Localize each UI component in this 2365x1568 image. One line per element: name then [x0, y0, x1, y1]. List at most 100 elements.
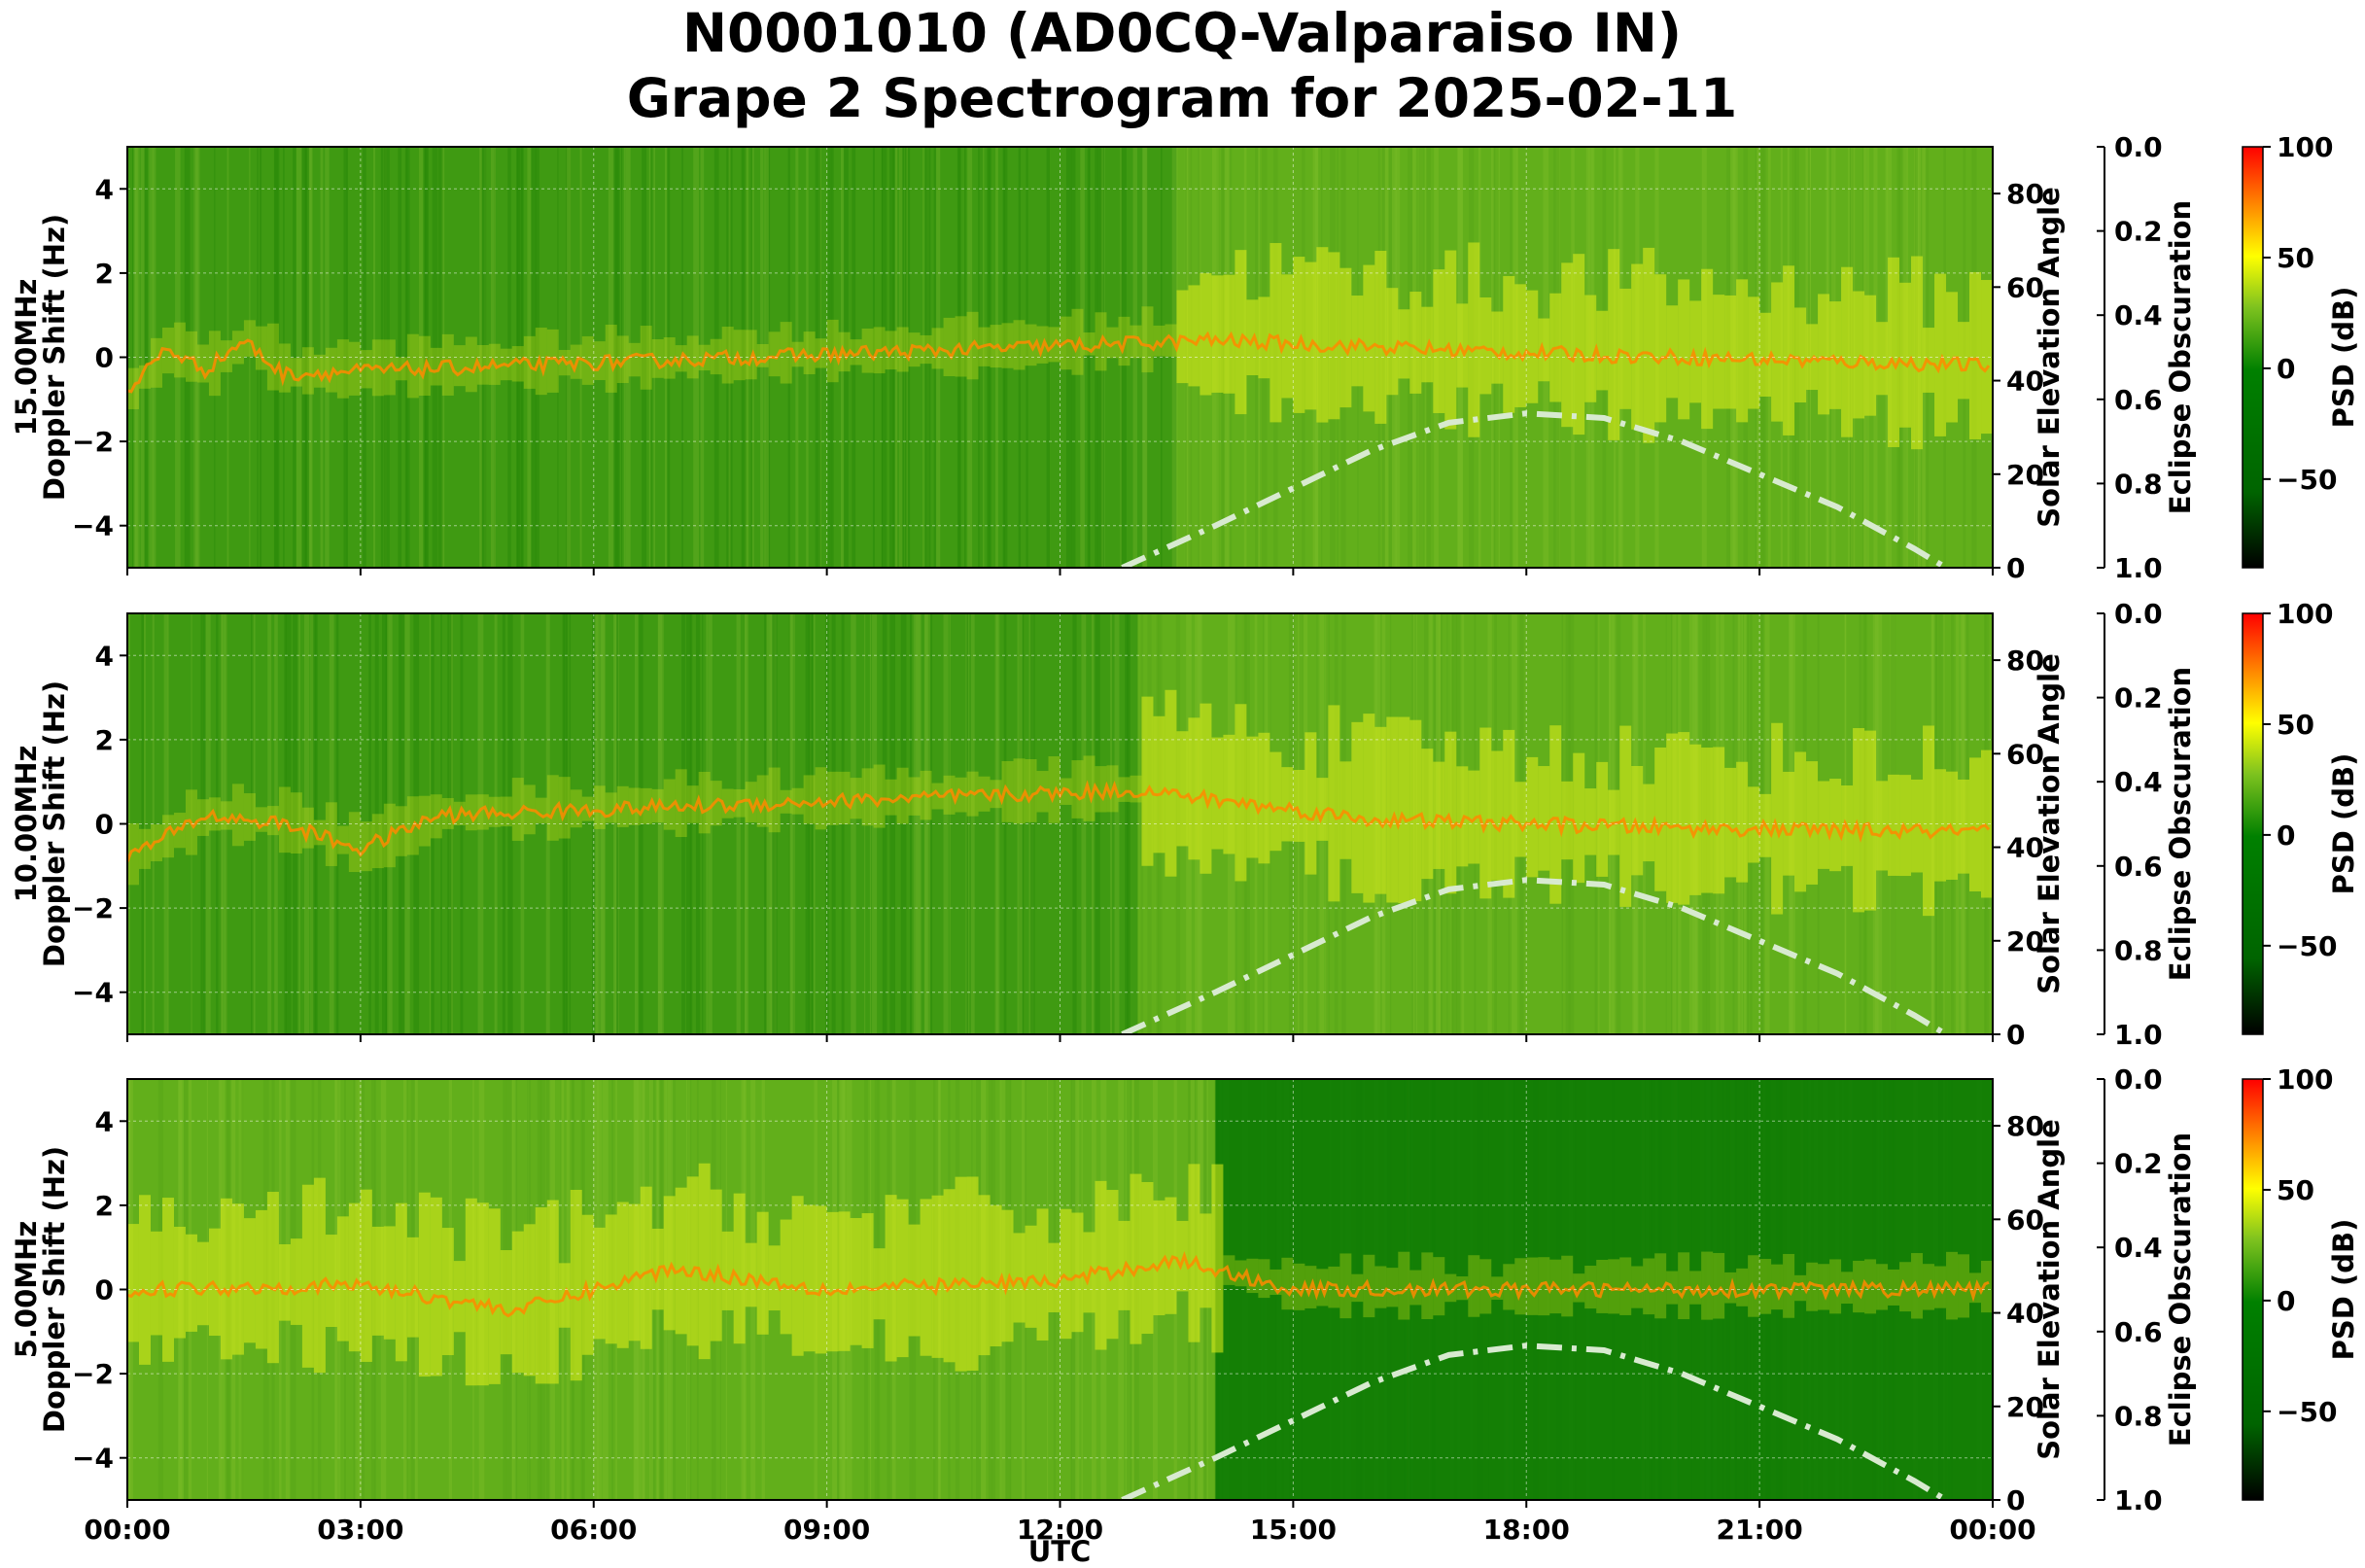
diffuse-signal [1549, 725, 1562, 904]
eclipse-tick-label: 0.6 [2114, 1316, 2163, 1348]
diffuse-signal [1165, 689, 1177, 877]
y-tick-label: 2 [95, 724, 114, 756]
diffuse-signal [418, 795, 431, 847]
diffuse-signal [1654, 1253, 1667, 1319]
diffuse-signal [1584, 788, 1597, 855]
diffuse-signal [1678, 279, 1690, 420]
noise-streak [144, 613, 146, 1034]
diffuse-signal [1479, 296, 1492, 395]
diffuse-signal [161, 1198, 174, 1362]
noise-streak [916, 613, 922, 1034]
diffuse-signal [558, 777, 571, 839]
eclipse-tick-label: 0.4 [2114, 299, 2163, 331]
solar-tick-label: 0 [2006, 1484, 2025, 1516]
diffuse-signal [1153, 715, 1165, 854]
noise-streak [764, 147, 769, 568]
diffuse-signal [1701, 748, 1714, 893]
diffuse-signal [1444, 1273, 1457, 1303]
noise-streak [479, 147, 482, 568]
diffuse-signal [1794, 751, 1807, 892]
eclipse-tick-label: 1.0 [2114, 1484, 2163, 1516]
y-tick-label: 0 [95, 342, 114, 374]
diffuse-signal [1328, 1266, 1340, 1308]
diffuse-signal [1176, 1220, 1189, 1292]
noise-streak [579, 147, 582, 568]
y-tick-label: −4 [72, 510, 114, 542]
diffuse-signal [1631, 263, 1644, 430]
noise-streak [562, 613, 568, 1034]
diffuse-signal [453, 1261, 466, 1333]
diffuse-signal [1759, 312, 1772, 397]
solar-tick-label: 40 [2006, 366, 2044, 398]
noise-streak [531, 147, 537, 568]
diffuse-signal [360, 350, 372, 389]
diffuse-signal [1946, 1251, 1959, 1320]
x-tick-label: 21:00 [1717, 1514, 1803, 1546]
colorbar-tick-label: 100 [2277, 131, 2333, 163]
eclipse-tick-label: 0.6 [2114, 851, 2163, 883]
diffuse-signal [1573, 254, 1585, 436]
solar-tick-label: 40 [2006, 832, 2044, 864]
diffuse-signal [1911, 256, 1924, 450]
diffuse-signal [1888, 774, 1900, 876]
eclipse-tick-label: 0.6 [2114, 384, 2163, 416]
noise-streak [557, 147, 559, 568]
diffuse-signal [850, 339, 862, 366]
band-label: 5.00MHz [10, 1221, 43, 1359]
diffuse-signal [908, 1224, 921, 1337]
noise-streak [1114, 613, 1120, 1034]
colorbar-tick-label: −50 [2277, 464, 2337, 496]
diffuse-signal [266, 1192, 279, 1364]
diffuse-signal [1106, 1190, 1119, 1340]
diffuse-signal [605, 1214, 617, 1344]
diffuse-signal [943, 1189, 956, 1363]
diffuse-signal [255, 326, 267, 370]
diffuse-signal [1036, 1208, 1049, 1341]
diffuse-signal [1584, 1266, 1597, 1309]
diffuse-signal [1596, 310, 1609, 391]
diffuse-signal [1608, 1259, 1620, 1314]
noise-streak [490, 147, 497, 568]
diffuse-signal [1724, 295, 1737, 409]
noise-streak [882, 613, 887, 1034]
diffuse-signal [1981, 1260, 1993, 1313]
diffuse-signal [406, 1237, 419, 1338]
band-label: 10.00MHz [10, 746, 43, 903]
diffuse-signal [1666, 733, 1679, 903]
diffuse-signal [196, 1241, 209, 1326]
diffuse-signal [278, 343, 291, 393]
noise-streak [438, 147, 443, 568]
y-tick-label: −4 [72, 977, 114, 1009]
diffuse-signal [1258, 1259, 1270, 1299]
diffuse-signal [1235, 1260, 1247, 1287]
diffuse-signal [1141, 696, 1154, 866]
colorbar-tick-label: 50 [2277, 709, 2314, 741]
diffuse-signal [826, 771, 839, 825]
solar-tick-label: 0 [2006, 552, 2025, 584]
diffuse-signal [966, 1176, 979, 1371]
diffuse-signal [1398, 1251, 1410, 1320]
diffuse-signal [313, 819, 326, 846]
diffuse-signal [1981, 280, 1993, 435]
diffuse-signal [290, 1238, 302, 1325]
diffuse-signal [1258, 732, 1270, 864]
diffuse-signal [955, 777, 967, 813]
noise-streak [516, 147, 520, 568]
diffuse-signal [266, 323, 279, 391]
diffuse-signal [663, 337, 676, 379]
diffuse-signal [500, 796, 512, 827]
solar-tick-label: 80 [2006, 645, 2044, 677]
diffuse-signal [1899, 282, 1912, 428]
diffuse-signal [1188, 1164, 1200, 1342]
diffuse-signal [990, 1204, 1002, 1347]
diffuse-signal [1538, 1257, 1550, 1316]
diffuse-signal [1946, 771, 1959, 880]
colorbar-label: PSD (dB) [2327, 753, 2360, 895]
diffuse-signal [1444, 250, 1457, 430]
noise-streak [440, 613, 442, 1034]
colorbar-tick-label: 0 [2277, 819, 2295, 852]
noise-streak [1091, 613, 1095, 1034]
noise-streak [310, 613, 314, 1034]
diffuse-signal [1281, 1257, 1294, 1310]
diffuse-signal [698, 771, 711, 834]
